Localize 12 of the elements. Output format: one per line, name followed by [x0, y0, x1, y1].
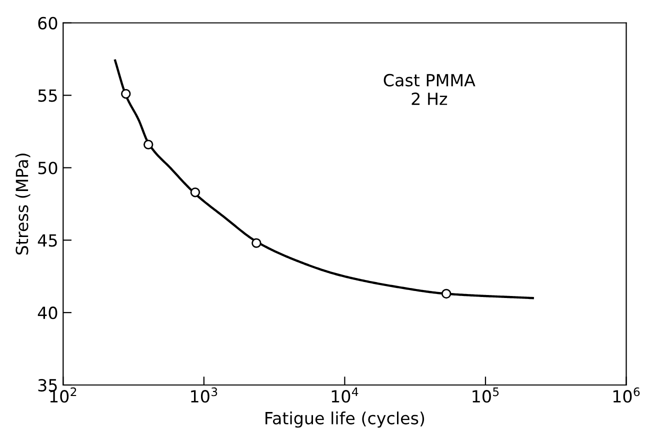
- y-tick-label: 55: [38, 89, 57, 102]
- y-tick-label: 50: [38, 162, 58, 174]
- annotation: Cast PMMA 2 Hz: [384, 74, 476, 105]
- y-tick-label: 40: [38, 306, 58, 320]
- x-tick-label: 10$^{3}$: [191, 387, 218, 403]
- x-tick-label: 10$^{6}$: [613, 387, 640, 403]
- y-tick-label: 45: [38, 234, 57, 247]
- x-tick-label: 10$^{4}$: [332, 388, 358, 403]
- x-axis-title: Fatigue life (cycles): [266, 412, 424, 428]
- x-tick-label: 10$^{5}$: [472, 388, 499, 403]
- y-tick-label: 60: [38, 16, 58, 30]
- y-axis-title: Stress (MPa): [15, 154, 30, 255]
